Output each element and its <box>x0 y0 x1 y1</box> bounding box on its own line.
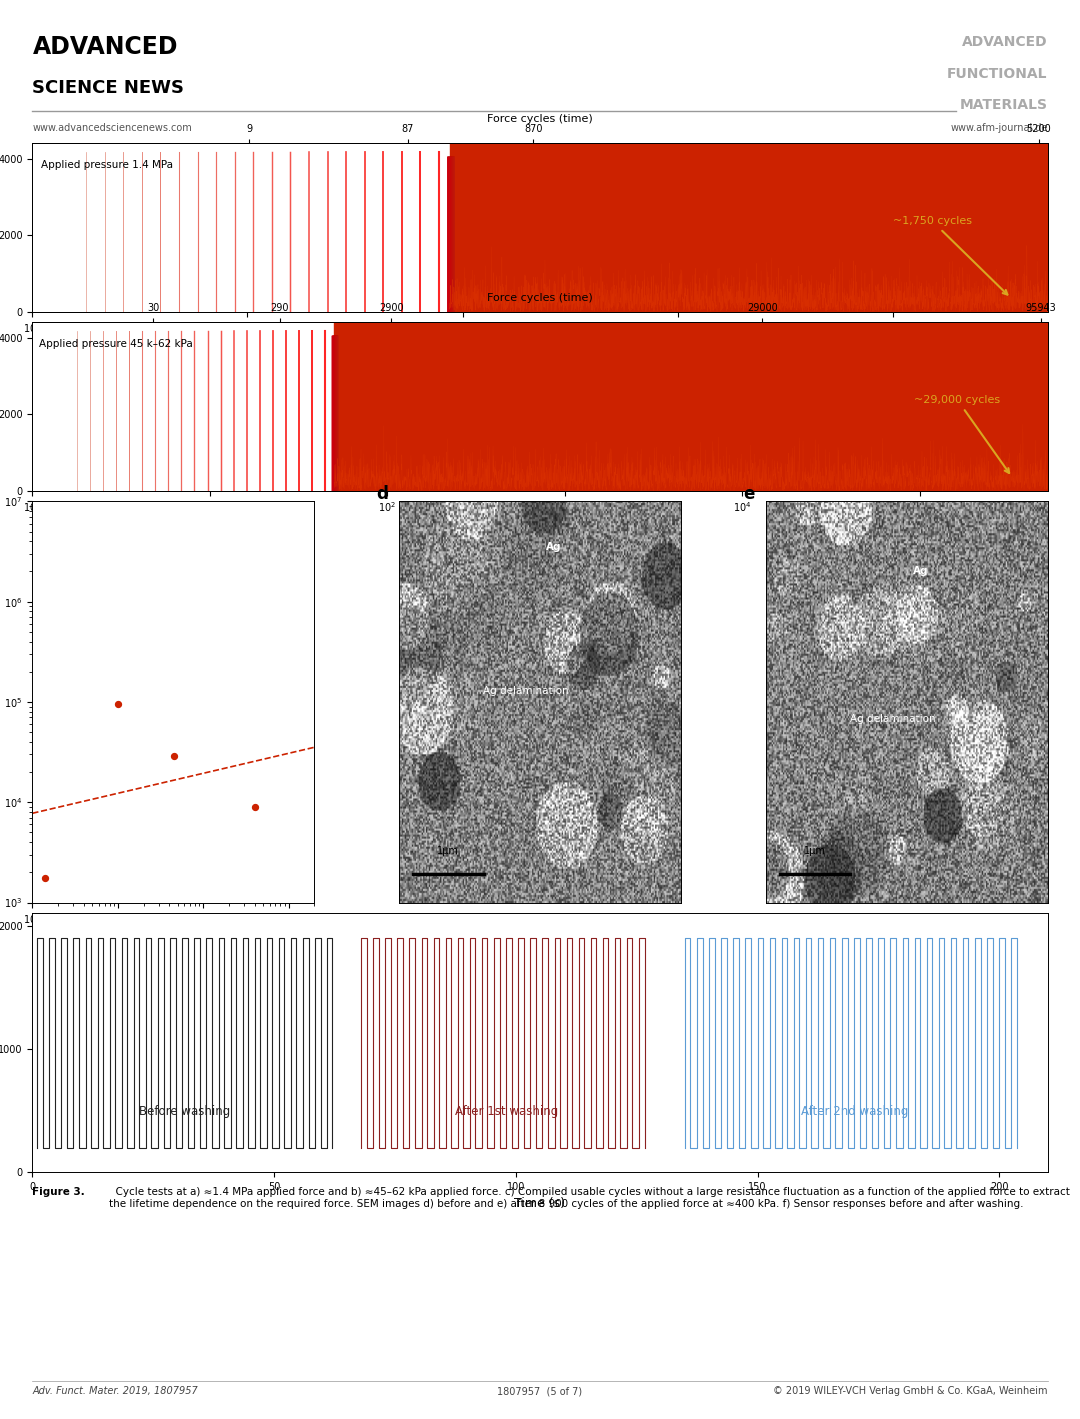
Text: Before washing: Before washing <box>139 1105 230 1118</box>
X-axis label: Applied force (kPa): Applied force (kPa) <box>121 932 226 942</box>
Text: After 1st washing: After 1st washing <box>455 1105 557 1118</box>
Text: Applied pressure 1.4 MPa: Applied pressure 1.4 MPa <box>41 160 173 170</box>
Text: 1μm: 1μm <box>437 846 459 857</box>
X-axis label: Force cycles (time): Force cycles (time) <box>487 114 593 123</box>
X-axis label: Force cycles (time): Force cycles (time) <box>487 292 593 302</box>
Text: Adv. Funct. Mater. 2019, 1807957: Adv. Funct. Mater. 2019, 1807957 <box>32 1386 198 1396</box>
Text: Ag: Ag <box>546 542 562 552</box>
Text: FUNCTIONAL: FUNCTIONAL <box>947 67 1048 81</box>
Text: ADVANCED: ADVANCED <box>32 35 178 60</box>
Text: After 2nd washing: After 2nd washing <box>800 1105 908 1118</box>
Text: 1807957  (5 of 7): 1807957 (5 of 7) <box>498 1386 582 1396</box>
Text: e: e <box>743 485 755 504</box>
Text: SCIENCE NEWS: SCIENCE NEWS <box>32 79 185 96</box>
Point <box>37 867 54 890</box>
Text: Figure 3.: Figure 3. <box>32 1186 85 1198</box>
X-axis label: Time (s): Time (s) <box>517 341 563 350</box>
Point <box>165 745 183 768</box>
Text: MATERIALS: MATERIALS <box>960 98 1048 112</box>
Text: www.advancedsciencenews.com: www.advancedsciencenews.com <box>32 122 192 132</box>
Text: © 2019 WILEY-VCH Verlag GmbH & Co. KGaA, Weinheim: © 2019 WILEY-VCH Verlag GmbH & Co. KGaA,… <box>773 1386 1048 1396</box>
Text: Applied pressure 45 k–62 kPa: Applied pressure 45 k–62 kPa <box>40 339 193 349</box>
X-axis label: Time (s): Time (s) <box>517 519 563 529</box>
Text: www.afm-journal.de: www.afm-journal.de <box>950 122 1048 132</box>
Text: Ag: Ag <box>913 566 929 576</box>
X-axis label: Time (s): Time (s) <box>514 1198 566 1210</box>
Text: d: d <box>377 485 389 504</box>
Point <box>109 692 126 715</box>
Text: 1μm: 1μm <box>804 846 826 857</box>
Text: ADVANCED: ADVANCED <box>962 35 1048 50</box>
Text: Ag delamination: Ag delamination <box>483 685 569 695</box>
Text: ~29,000 cycles: ~29,000 cycles <box>915 394 1009 473</box>
Text: Cycle tests at a) ≈1.4 MPa applied force and b) ≈45–62 kPa applied force. c) Com: Cycle tests at a) ≈1.4 MPa applied force… <box>108 1186 1069 1209</box>
Text: ~1,750 cycles: ~1,750 cycles <box>893 216 1008 295</box>
Point <box>246 796 264 819</box>
Text: Ag delamination: Ag delamination <box>850 714 935 724</box>
